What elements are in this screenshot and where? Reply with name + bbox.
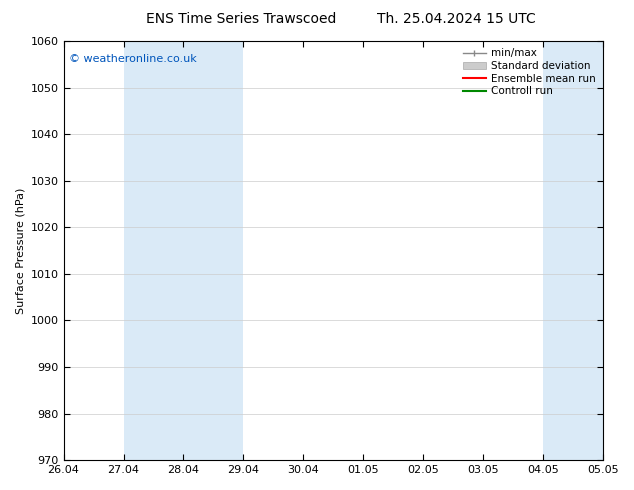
Legend: min/max, Standard deviation, Ensemble mean run, Controll run: min/max, Standard deviation, Ensemble me… <box>461 46 598 98</box>
Text: ENS Time Series Trawscoed: ENS Time Series Trawscoed <box>146 12 336 26</box>
Bar <box>124 41 243 460</box>
Text: Th. 25.04.2024 15 UTC: Th. 25.04.2024 15 UTC <box>377 12 536 26</box>
Y-axis label: Surface Pressure (hPa): Surface Pressure (hPa) <box>15 187 25 314</box>
Text: © weatheronline.co.uk: © weatheronline.co.uk <box>69 53 197 64</box>
Bar <box>543 41 633 460</box>
